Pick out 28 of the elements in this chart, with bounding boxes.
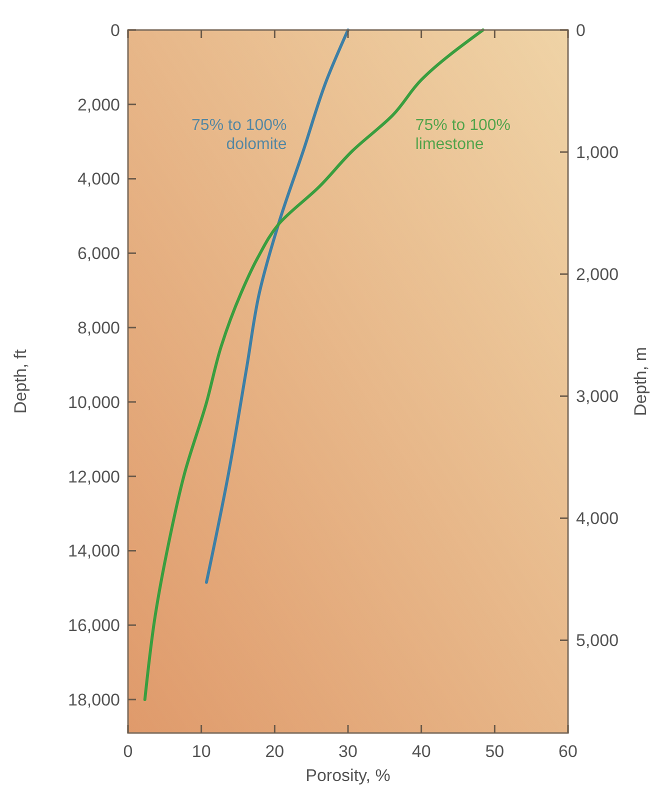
series-label: 75% to 100% dolomite (192, 116, 287, 153)
y2-tick-label: 5,000 (576, 631, 619, 650)
x-tick-label: 10 (192, 742, 211, 761)
y2-tick-label: 2,000 (576, 265, 619, 284)
x-tick-label: 50 (485, 742, 504, 761)
y-tick-label: 12,000 (68, 467, 120, 486)
y2-tick-label: 4,000 (576, 509, 619, 528)
y2-axis-title: Depth, m (631, 347, 650, 416)
y-tick-label: 14,000 (68, 542, 120, 561)
x-axis-title: Porosity, % (306, 766, 390, 785)
x-tick-label: 0 (123, 742, 133, 761)
x-tick-label: 20 (265, 742, 284, 761)
x-tick-label: 40 (412, 742, 431, 761)
y-tick-label: 4,000 (77, 170, 120, 189)
y-tick-label: 16,000 (68, 616, 120, 636)
x-tick-label: 30 (338, 742, 358, 761)
x-tick-label: 60 (558, 742, 578, 761)
series-label: 75% to 100% limestone (415, 116, 511, 153)
y2-tick-label: 1,000 (576, 143, 619, 162)
y2-tick-label: 0 (576, 20, 586, 40)
y-tick-label: 2,000 (77, 95, 120, 114)
y2-tick-label: 3,000 (576, 387, 619, 406)
y-tick-label: 8,000 (77, 318, 120, 338)
y-tick-label: 18,000 (68, 690, 120, 710)
y-tick-label: 10,000 (68, 392, 120, 412)
y-tick-label: 0 (110, 20, 120, 40)
y-axis-title: Depth, ft (11, 349, 30, 414)
y-tick-label: 6,000 (77, 244, 120, 264)
